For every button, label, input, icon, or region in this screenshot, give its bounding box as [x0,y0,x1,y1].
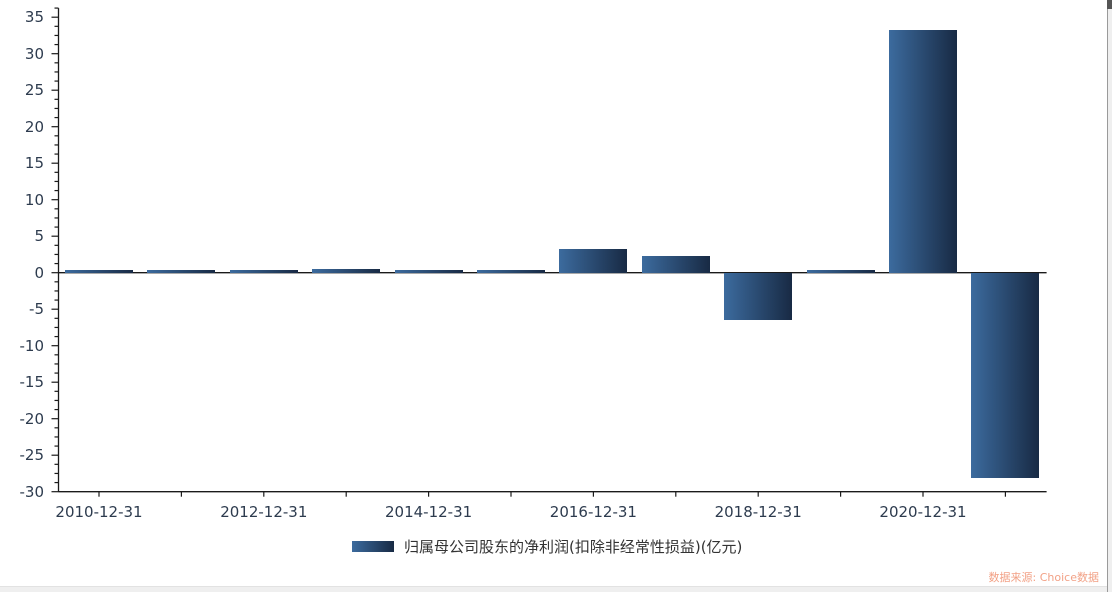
legend-item[interactable]: 归属母公司股东的净利润(扣除非经常性损益)(亿元) [352,536,742,556]
x-tick-label: 2014-12-31 [385,502,473,521]
bar-2019[interactable] [806,269,875,273]
data-source-note: 数据来源: Choice数据 [988,571,1099,584]
bar-2011[interactable] [147,269,216,273]
bar-2016[interactable] [559,248,628,273]
scrollbar-thumb[interactable] [1107,0,1112,9]
legend-swatch-icon [352,540,394,552]
x-tick-label: 2020-12-31 [879,502,967,521]
bar-2018[interactable] [724,272,793,321]
bar-2010[interactable] [65,269,133,273]
window-scrollbar-right[interactable] [1107,0,1112,592]
bar-2013[interactable] [312,269,381,273]
y-tick-label: -25 [19,446,45,465]
bar-2020[interactable] [889,30,957,273]
bar-2015[interactable] [477,269,545,273]
y-tick-label: -10 [19,336,45,355]
bar-2021[interactable] [971,272,1040,478]
x-tick-label: 2010-12-31 [55,502,143,521]
legend-label: 归属母公司股东的净利润(扣除非经常性损益)(亿元) [404,537,743,556]
bar-2014[interactable] [394,269,463,273]
y-tick-label: 5 [34,227,44,246]
x-tick-label: 2012-12-31 [220,502,308,521]
y-tick-label: 0 [34,263,44,282]
y-tick-label: 35 [24,8,44,27]
y-tick-label: -30 [19,482,45,501]
y-tick-label: 30 [24,44,44,63]
y-tick-label: 20 [24,117,44,136]
y-tick-label: -5 [29,300,44,319]
y-tick-label: 25 [24,81,44,100]
y-tick-label: 10 [24,190,44,209]
bar-2017[interactable] [641,255,710,273]
window-edge-bottom [0,586,1112,592]
y-tick-label: 15 [24,154,44,173]
y-tick-label: -20 [19,409,45,428]
x-tick-label: 2016-12-31 [549,502,637,521]
bar-2012[interactable] [229,269,298,273]
x-tick-label: 2018-12-31 [714,502,802,521]
y-tick-label: -15 [19,373,45,392]
